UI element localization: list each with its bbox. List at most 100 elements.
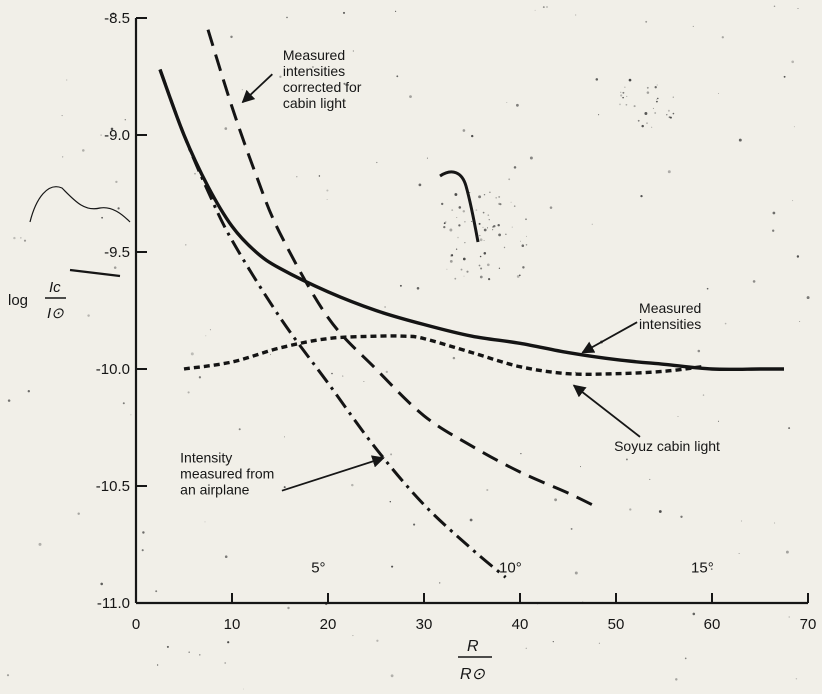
noise-speck xyxy=(449,260,453,263)
noise-speck xyxy=(464,220,466,223)
noise-speck xyxy=(416,287,420,290)
noise-speck xyxy=(796,255,800,258)
noise-speck xyxy=(342,375,344,377)
noise-speck xyxy=(495,196,498,199)
noise-speck xyxy=(625,103,628,106)
noise-speck xyxy=(469,192,471,193)
noise-speck xyxy=(480,267,483,270)
noise-speck xyxy=(620,94,623,97)
noise-speck xyxy=(488,278,491,281)
noise-speck xyxy=(443,225,446,229)
noise-speck xyxy=(640,194,643,198)
noise-speck xyxy=(783,75,786,78)
noise-speck xyxy=(522,266,525,269)
noise-speck xyxy=(793,126,795,128)
noise-speck xyxy=(227,641,230,644)
noise-speck xyxy=(449,228,453,232)
noise-speck xyxy=(799,321,801,322)
noise-speck xyxy=(205,335,207,337)
noise-speck xyxy=(598,642,600,644)
noise-speck xyxy=(187,391,190,394)
noise-speck xyxy=(574,571,578,575)
noise-speck xyxy=(637,119,640,122)
noise-speck xyxy=(651,126,653,128)
annotation-text-line: corrected for xyxy=(283,79,362,95)
noise-speck xyxy=(391,565,394,568)
noise-speck xyxy=(466,270,469,273)
noise-speck xyxy=(463,275,465,277)
noise-speck xyxy=(331,372,333,375)
noise-speck xyxy=(446,268,448,270)
series-line-airplane xyxy=(158,68,507,579)
noise-speck xyxy=(752,280,756,283)
noise-speck xyxy=(13,236,16,240)
noise-speck xyxy=(385,370,388,374)
noise-speck xyxy=(311,66,314,68)
noise-speck xyxy=(243,145,245,147)
annotation-arrow xyxy=(281,455,385,492)
noise-speck xyxy=(492,229,494,231)
y-axis-label-denominator: I⊙ xyxy=(47,305,64,322)
x-tick-label: 70 xyxy=(800,616,817,633)
noise-speck xyxy=(655,100,658,103)
noise-speck xyxy=(785,550,789,554)
noise-speck xyxy=(740,520,743,522)
noise-speck xyxy=(649,478,651,480)
noise-speck xyxy=(680,515,683,518)
axes xyxy=(134,18,808,605)
noise-speck xyxy=(646,91,650,94)
noise-speck xyxy=(117,207,120,210)
noise-speck xyxy=(241,89,243,91)
y-tick-label: -10.5 xyxy=(96,478,130,495)
noise-speck xyxy=(77,512,80,515)
noise-speck xyxy=(243,688,244,690)
noise-speck xyxy=(619,103,621,106)
series-line-corrected xyxy=(206,29,598,509)
noise-speck xyxy=(503,246,506,249)
noise-speck xyxy=(641,124,644,128)
y-tick-label: -11.0 xyxy=(97,595,130,612)
noise-speck xyxy=(675,678,678,681)
noise-speck xyxy=(142,531,145,534)
noise-speck xyxy=(788,427,791,430)
annotation-arrow xyxy=(581,321,638,354)
noise-speck xyxy=(525,244,528,246)
x-tick-label: 10 xyxy=(224,616,241,633)
noise-speck xyxy=(549,206,553,209)
noise-speck xyxy=(669,116,672,119)
noise-speck xyxy=(287,606,290,610)
y-axis-ticks: -8.5 -9.0 -9.5 -10.0 -10.5 -11.0 xyxy=(96,10,147,612)
noise-speck xyxy=(521,244,525,247)
noise-speck xyxy=(487,214,490,216)
noise-speck xyxy=(318,175,321,177)
noise-speck xyxy=(441,202,444,206)
noise-speck xyxy=(724,322,727,325)
noise-speck xyxy=(525,647,527,649)
noise-speck xyxy=(626,95,628,97)
noise-speck xyxy=(23,239,27,242)
noise-speck xyxy=(426,157,428,159)
annotation-text-line: cabin light xyxy=(283,95,346,111)
noise-speck xyxy=(598,114,600,116)
stray-mark xyxy=(69,268,121,278)
noise-speck xyxy=(224,662,227,664)
noise-speck xyxy=(122,402,125,405)
noise-speck xyxy=(633,105,636,108)
noise-speck xyxy=(516,275,520,278)
noise-speck xyxy=(198,376,202,379)
noise-speck xyxy=(376,639,379,642)
noise-speck xyxy=(518,274,521,277)
noise-speck xyxy=(395,10,397,12)
noise-speck xyxy=(469,518,473,522)
noise-speck xyxy=(656,84,658,86)
noise-speck xyxy=(352,635,354,637)
noise-speck xyxy=(199,654,201,656)
noise-speck xyxy=(542,6,545,9)
noise-speck xyxy=(645,20,648,23)
noise-speck xyxy=(409,95,412,98)
noise-speck xyxy=(20,237,22,239)
noise-speck xyxy=(478,195,482,199)
noise-speck xyxy=(513,166,517,169)
